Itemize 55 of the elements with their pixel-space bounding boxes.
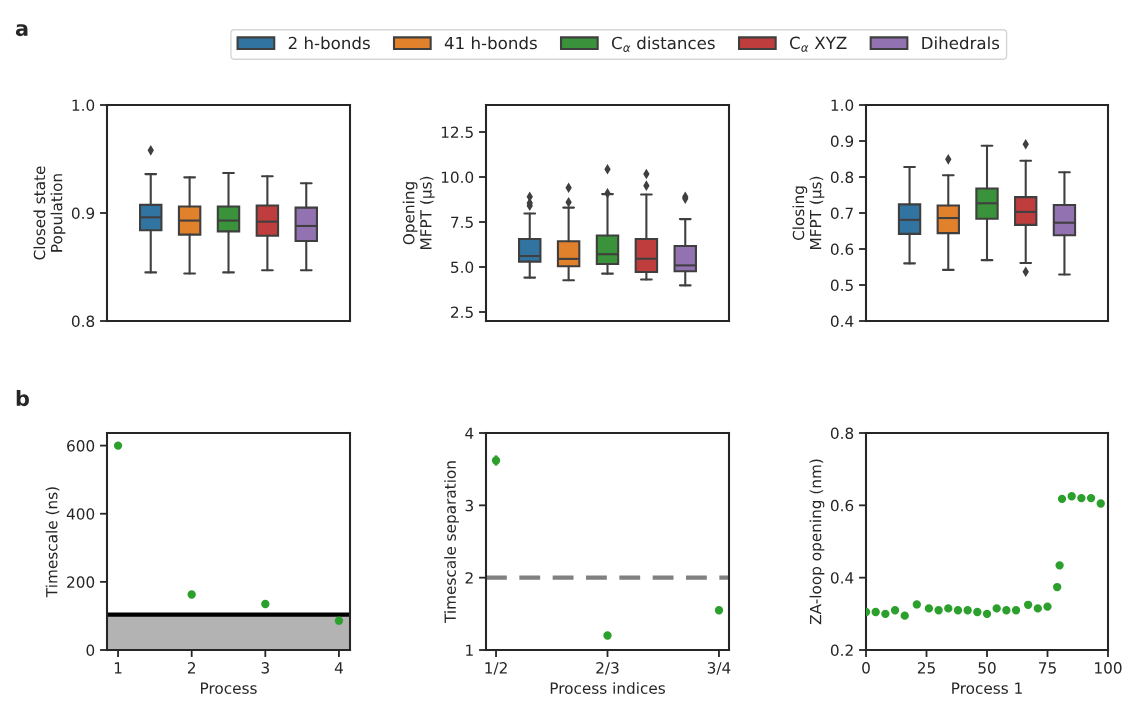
x-axis-title: Process — [201, 682, 257, 694]
x-tick-label: 75 — [1039, 662, 1056, 674]
x-tick-label: 25 — [917, 662, 935, 674]
y-tick-label: 2 — [465, 572, 473, 584]
x-tick-label: 4 — [334, 662, 343, 674]
text: b — [16, 390, 29, 407]
x-axis-title: Process 1 — [952, 682, 1022, 694]
y-tick-label: 4 — [465, 427, 474, 439]
y-axis-title: Opening MFPT (μs) — [402, 176, 435, 249]
y-tick-label: 0.6 — [830, 243, 854, 256]
y-tick-label: 200 — [67, 576, 95, 588]
y-tick-label: 0.9 — [830, 135, 854, 148]
y-tick-label: 600 — [67, 440, 95, 452]
y-tick-label: 0 — [86, 644, 95, 657]
legend-label: 2 h-bonds — [288, 36, 370, 50]
x-tick-label: 1 — [114, 662, 122, 674]
y-tick-label: 0.5 — [830, 279, 853, 292]
text: a — [15, 24, 28, 37]
x-tick-label: 3/4 — [707, 662, 731, 675]
y-tick-label: 1 — [466, 644, 473, 656]
y-tick-label: 12.5 — [441, 126, 473, 139]
y-tick-label: 7.5 — [451, 216, 473, 229]
y-tick-label: 1.0 — [831, 99, 854, 112]
y-tick-label: 0.2 — [830, 644, 853, 657]
y-tick-label: 5.0 — [451, 261, 474, 274]
y-tick-label: 0.9 — [71, 207, 95, 220]
y-tick-label: 0.8 — [830, 427, 854, 440]
legend-label: Dihedrals — [922, 36, 1000, 50]
x-tick-label: 50 — [978, 662, 996, 674]
legend-label: C$_{α}$ distances — [611, 36, 715, 52]
y-tick-label: 3 — [465, 499, 473, 512]
y-tick-label: 0.4 — [830, 572, 854, 584]
y-axis-title: ZA-loop opening (nm) — [809, 459, 825, 625]
y-tick-label: 1.0 — [72, 99, 95, 112]
y-tick-label: 400 — [66, 508, 95, 520]
x-tick-label: 3 — [261, 662, 269, 674]
y-tick-label: 0.7 — [830, 207, 853, 220]
x-tick-label: 1/2 — [485, 662, 507, 675]
y-tick-label: 0.8 — [71, 315, 95, 328]
y-tick-label: 0.8 — [830, 171, 854, 184]
x-tick-label: 2/3 — [596, 662, 619, 675]
legend-label: C$_{α}$ XYZ — [789, 36, 847, 52]
y-tick-label: 0.4 — [830, 315, 854, 328]
y-axis-title: Closing MFPT (μs) — [792, 176, 825, 249]
y-tick-label: 0.6 — [830, 499, 854, 512]
x-tick-label: 100 — [1095, 662, 1122, 674]
x-axis-title: Process indices — [550, 682, 665, 694]
y-tick-label: 2.5 — [451, 306, 473, 319]
x-tick-label: 0 — [862, 662, 870, 674]
x-tick-label: 2 — [187, 662, 196, 674]
y-tick-label: 10.0 — [441, 171, 474, 184]
legend-label: 41 h-bonds — [444, 36, 537, 50]
y-axis-title: Timescale (ns) — [45, 487, 60, 598]
y-axis-title: Timescale separation — [444, 461, 459, 624]
y-axis-title: Closed state Population — [33, 166, 66, 260]
